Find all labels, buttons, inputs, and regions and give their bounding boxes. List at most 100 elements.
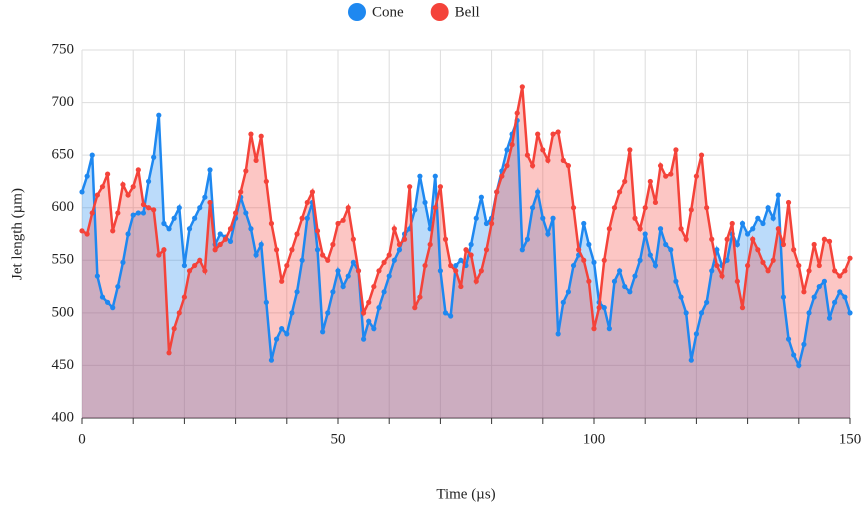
point	[622, 178, 628, 185]
point	[89, 152, 95, 158]
point	[335, 268, 341, 274]
point	[473, 215, 479, 221]
point	[99, 294, 106, 300]
point	[504, 163, 510, 169]
y-tick-label: 650	[52, 147, 75, 163]
point	[745, 262, 751, 269]
point	[197, 257, 203, 263]
point	[110, 228, 116, 234]
x-tick-label: 150	[839, 431, 862, 447]
point	[806, 268, 812, 274]
point	[570, 205, 577, 211]
point	[299, 215, 305, 221]
point	[826, 315, 833, 321]
point	[847, 255, 853, 261]
point	[581, 220, 587, 227]
y-tick-label: 750	[52, 41, 75, 57]
point	[780, 241, 787, 248]
point	[407, 184, 413, 190]
point	[673, 147, 679, 153]
point	[657, 226, 664, 232]
point	[350, 259, 356, 265]
y-axis-label: Jet length (µm)	[9, 188, 25, 280]
point	[442, 236, 449, 242]
point	[320, 329, 326, 335]
point	[437, 184, 443, 190]
point	[637, 226, 643, 232]
point	[125, 192, 131, 198]
point	[811, 241, 817, 248]
legend-label: Bell	[455, 4, 480, 20]
point	[273, 336, 280, 342]
y-tick-label: 700	[52, 94, 75, 110]
point	[376, 305, 382, 311]
point	[560, 299, 566, 305]
point	[217, 231, 223, 237]
point	[135, 167, 141, 173]
point	[586, 241, 592, 248]
legend-marker	[348, 3, 366, 21]
point	[314, 228, 321, 234]
point	[770, 257, 776, 263]
x-tick-label: 0	[78, 431, 86, 447]
point	[145, 178, 152, 185]
point	[775, 226, 781, 232]
point	[617, 268, 623, 274]
point	[396, 241, 403, 248]
point	[448, 262, 454, 269]
point	[340, 283, 346, 290]
point	[350, 236, 356, 242]
point	[524, 152, 531, 158]
point	[617, 189, 623, 195]
point	[601, 305, 607, 311]
point	[253, 157, 259, 163]
point	[637, 257, 643, 263]
point	[785, 336, 792, 342]
point	[151, 154, 157, 160]
y-tick-label: 450	[52, 357, 75, 373]
point	[832, 299, 838, 305]
point	[156, 112, 162, 118]
point	[724, 236, 730, 242]
point	[765, 268, 771, 274]
point	[263, 178, 269, 185]
point	[642, 205, 648, 211]
point	[785, 199, 792, 206]
point	[79, 228, 85, 234]
point	[821, 278, 828, 284]
point	[632, 273, 638, 279]
y-tick-label: 400	[52, 409, 75, 425]
point	[842, 268, 848, 274]
point	[739, 220, 746, 227]
point	[345, 205, 351, 211]
point	[243, 210, 249, 216]
point	[84, 231, 90, 237]
point	[601, 257, 607, 263]
point	[345, 273, 351, 279]
point	[565, 289, 572, 295]
point	[386, 273, 392, 279]
point	[325, 310, 331, 316]
point	[202, 194, 208, 200]
point	[565, 163, 572, 169]
point	[847, 310, 853, 316]
point	[156, 252, 162, 258]
point	[314, 247, 321, 253]
point	[294, 231, 300, 237]
point	[678, 226, 684, 232]
point	[401, 236, 408, 242]
point	[663, 241, 669, 248]
point	[412, 207, 418, 213]
point	[627, 289, 633, 295]
point	[524, 236, 531, 242]
point	[750, 236, 756, 242]
point	[258, 133, 264, 139]
point	[755, 215, 761, 221]
point	[775, 192, 781, 198]
point	[135, 210, 141, 216]
point	[668, 171, 674, 177]
point	[519, 84, 525, 90]
point	[657, 163, 664, 169]
point	[381, 259, 387, 265]
